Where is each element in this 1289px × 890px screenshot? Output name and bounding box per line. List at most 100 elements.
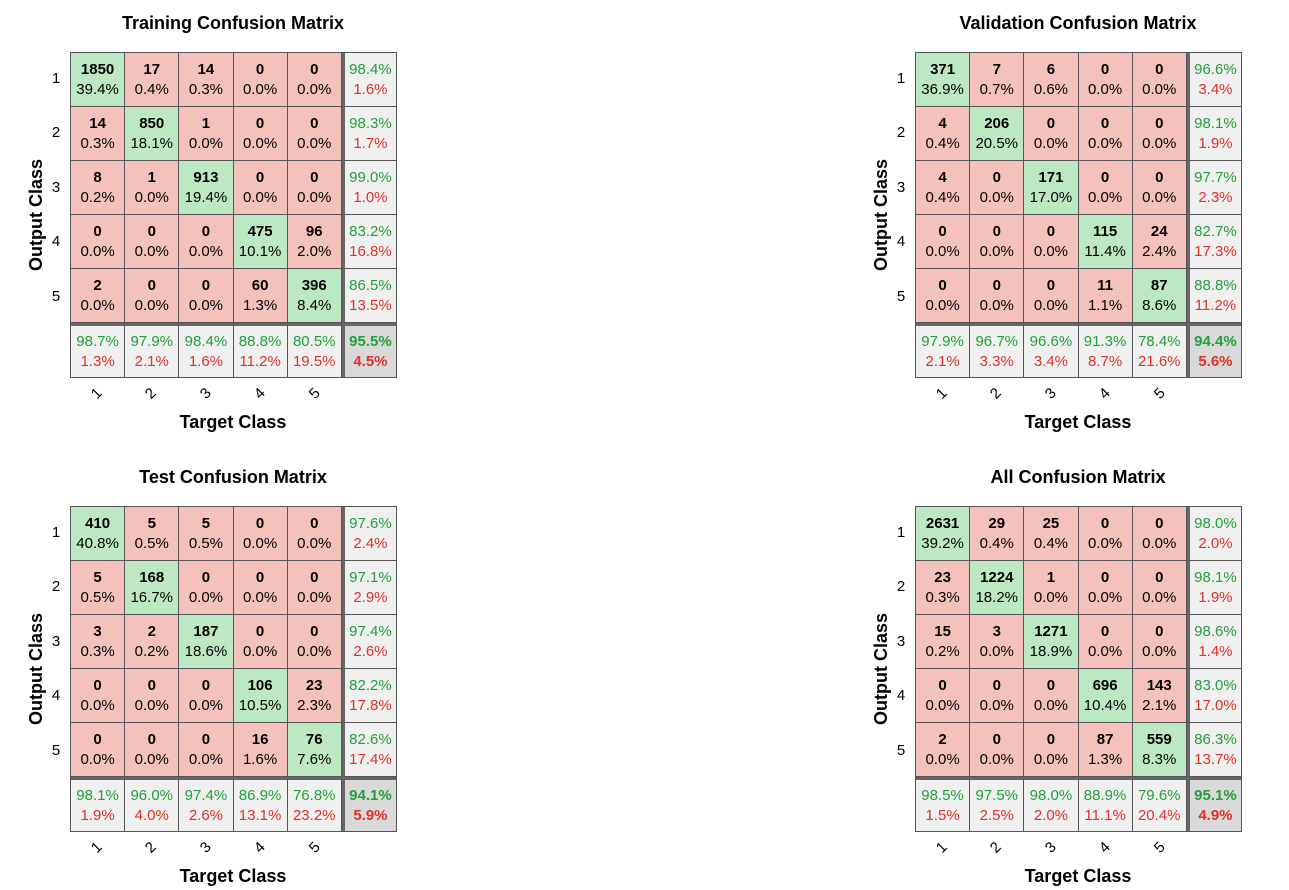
cell-value-primary: 82.7% [1194, 222, 1237, 240]
y-tick-label: 4 [51, 233, 61, 251]
matrix-cell-error: 29 0.4% [970, 507, 1025, 561]
x-axis-label: Target Class [1024, 412, 1132, 432]
x-tick-label: 5 [288, 836, 342, 860]
matrix-cell-error: 0 0.0% [1132, 161, 1187, 215]
cell-value-secondary: 2.5% [979, 806, 1014, 824]
cell-value-primary: 0 [938, 222, 947, 240]
cell-value-secondary: 5.9% [353, 806, 388, 824]
cell-value-primary: 98.4% [349, 60, 392, 78]
matrix-cell-error: 0 0.0% [71, 215, 126, 269]
cell-value-primary: 1224 [980, 568, 1014, 586]
matrix-grid: 1850 39.4% 17 0.4% 14 0.3% 0 0.0% 0 0.0% 98.4% 1.6%… [70, 52, 397, 378]
x-tick-label: 4 [1078, 836, 1132, 860]
cell-value-secondary: 2.6% [188, 806, 224, 824]
cell-value-secondary: 0.0% [1087, 188, 1123, 206]
x-tick-labels: 1 2 3 4 5 [70, 836, 342, 860]
x-tick-label: 1 [915, 382, 969, 406]
cell-value-secondary: 1.3% [1087, 750, 1123, 768]
cell-value-primary: 83.2% [349, 222, 392, 240]
column-summary-cell: 80.5% 19.5% [287, 323, 342, 377]
y-tick-label: 4 [896, 233, 906, 251]
x-tick-label: 2 [969, 836, 1023, 860]
y-tick-label: 4 [51, 687, 61, 705]
cell-value-primary: 98.4% [184, 332, 228, 350]
cell-value-primary: 1 [147, 168, 156, 186]
cell-value-primary: 88.8% [238, 332, 282, 350]
cell-value-secondary: 0.0% [925, 750, 960, 768]
x-tick-text: 3 [1041, 838, 1060, 857]
matrix-cell-error: 0 0.0% [1024, 723, 1079, 777]
matrix-grid: 371 36.9% 7 0.7% 6 0.6% 0 0.0% 0 0.0% 96.6% 3.4% 4 0.… [915, 52, 1242, 378]
cell-value-primary: 0 [1155, 568, 1164, 586]
cell-value-secondary: 0.0% [1033, 134, 1069, 152]
cell-value-primary: 5 [93, 568, 102, 586]
cell-value-secondary: 39.2% [921, 534, 964, 552]
row-summary-cell: 98.4% 1.6% [341, 53, 396, 107]
cell-value-primary: 11 [1097, 276, 1113, 294]
cell-value-primary: 0 [147, 730, 156, 748]
matrix-cell-error: 0 0.0% [1078, 161, 1133, 215]
matrix-cell-error: 0 0.0% [125, 215, 180, 269]
cell-value-secondary: 0.4% [134, 80, 169, 98]
cell-value-secondary: 17.0% [1194, 696, 1237, 714]
cell-value-secondary: 36.9% [921, 80, 964, 98]
cell-value-secondary: 0.0% [979, 242, 1014, 260]
cell-value-primary: 2 [147, 622, 156, 640]
matrix-cell-correct: 1224 18.2% [970, 561, 1025, 615]
cell-value-primary: 94.1% [349, 786, 392, 804]
column-summary-cell: 98.1% 1.9% [71, 777, 126, 831]
cell-value-primary: 23 [934, 568, 951, 586]
cell-value-secondary: 0.5% [188, 534, 224, 552]
matrix-cell-error: 0 0.0% [1132, 615, 1187, 669]
cell-value-primary: 206 [984, 114, 1010, 132]
cell-value-secondary: 0.4% [1033, 534, 1069, 552]
cell-value-primary: 76.8% [292, 786, 336, 804]
matrix-cell-error: 0 0.0% [179, 669, 234, 723]
cell-value-secondary: 0.0% [297, 534, 332, 552]
cell-value-primary: 88.9% [1083, 786, 1127, 804]
row-summary-cell: 86.3% 13.7% [1186, 723, 1241, 777]
y-axis-label: Output Class [26, 159, 46, 272]
row-summary-cell: 82.7% 17.3% [1186, 215, 1241, 269]
matrix-title: Validation Confusion Matrix [959, 13, 1197, 33]
column-summary-cell: 98.5% 1.5% [916, 777, 971, 831]
matrix-cell-error: 0 0.0% [287, 561, 342, 615]
matrix-cell-error: 0 0.0% [970, 215, 1025, 269]
cell-value-primary: 87 [1096, 730, 1114, 748]
x-tick-text: 5 [305, 384, 324, 403]
cell-value-secondary: 4.9% [1198, 806, 1233, 824]
cell-value-primary: 0 [93, 222, 102, 240]
row-summary-cell: 98.0% 2.0% [1186, 507, 1241, 561]
cell-value-primary: 98.0% [1194, 514, 1237, 532]
row-summary-cell: 88.8% 11.2% [1186, 269, 1241, 323]
cell-value-primary: 15 [934, 622, 951, 640]
cell-value-secondary: 3.3% [979, 352, 1014, 370]
cell-value-primary: 0 [201, 676, 211, 694]
cell-value-secondary: 0.2% [925, 642, 960, 660]
matrix-cell-error: 0 0.0% [1078, 507, 1133, 561]
cell-value-primary: 0 [255, 60, 265, 78]
cell-value-primary: 0 [255, 514, 265, 532]
cell-value-primary: 371 [930, 60, 956, 78]
matrix-cell-error: 0 0.0% [287, 615, 342, 669]
x-tick-label: 3 [1024, 382, 1078, 406]
cell-value-secondary: 17.0% [1029, 188, 1073, 206]
matrix-cell-error: 96 2.0% [287, 215, 342, 269]
cell-value-primary: 1271 [1034, 622, 1068, 640]
cell-value-secondary: 39.4% [76, 80, 119, 98]
cell-value-secondary: 1.4% [1198, 642, 1233, 660]
cell-value-primary: 187 [193, 622, 219, 640]
cell-value-secondary: 5.6% [1198, 352, 1233, 370]
cell-value-secondary: 0.2% [134, 642, 169, 660]
cell-value-secondary: 13.1% [238, 806, 282, 824]
matrix-cell-error: 0 0.0% [1024, 107, 1079, 161]
cell-value-primary: 0 [255, 168, 265, 186]
cell-value-primary: 87 [1150, 276, 1168, 294]
row-summary-cell: 97.7% 2.3% [1186, 161, 1241, 215]
cell-value-primary: 696 [1092, 676, 1118, 694]
cell-value-primary: 168 [139, 568, 165, 586]
x-tick-text: 2 [142, 838, 161, 857]
cell-value-secondary: 0.6% [1033, 80, 1069, 98]
matrix-cell-error: 0 0.0% [233, 107, 288, 161]
cell-value-secondary: 2.0% [297, 242, 332, 260]
